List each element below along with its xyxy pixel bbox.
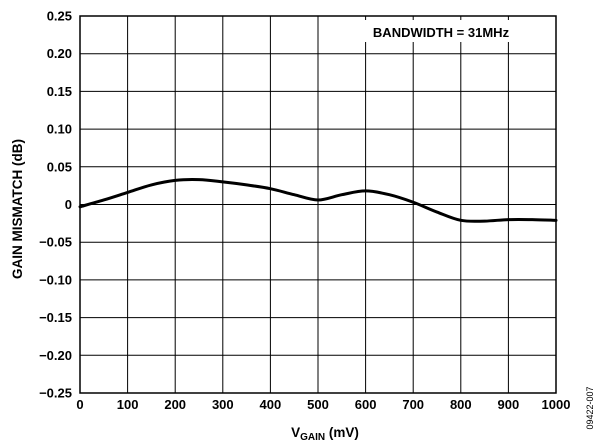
x-tick-labels: 0 100 200 300 400 500 600 700 800 900 1000	[76, 397, 570, 412]
y-tick-label: 0.05	[47, 159, 72, 174]
x-tick-label: 0	[76, 397, 83, 412]
y-tick-label: 0.15	[47, 84, 72, 99]
gain-mismatch-curve	[78, 178, 558, 223]
x-tick-label: 400	[260, 397, 282, 412]
y-axis-title: GAIN MISMATCH (dB)	[10, 139, 25, 279]
y-tick-label: 0.20	[47, 46, 72, 61]
x-tick-label: 100	[117, 397, 139, 412]
grid	[79, 15, 557, 394]
annotation-box	[353, 20, 533, 42]
bandwidth-annotation: BANDWIDTH = 31MHz	[373, 25, 510, 40]
x-tick-label: 600	[355, 397, 377, 412]
series-group	[78, 178, 558, 223]
plot-frame	[79, 15, 557, 394]
y-tick-label: −0.05	[39, 235, 72, 250]
y-tick-label: −0.20	[39, 348, 72, 363]
y-tick-label: 0.25	[47, 9, 72, 24]
y-tick-label: −0.10	[39, 272, 72, 287]
figure-id-label: 09422-007	[585, 386, 595, 429]
y-tick-label: −0.25	[39, 386, 72, 401]
y-tick-label: 0	[65, 197, 72, 212]
x-tick-label: 1000	[542, 397, 571, 412]
x-tick-label: 300	[212, 397, 234, 412]
y-tick-label: −0.15	[39, 310, 72, 325]
x-axis-title: VGAIN (mV)	[291, 425, 359, 443]
y-tick-label: 0.10	[47, 122, 72, 137]
x-tick-label: 200	[164, 397, 186, 412]
x-tick-label: 800	[450, 397, 472, 412]
x-axis-title-unit: (mV)	[325, 425, 359, 440]
x-tick-label: 500	[307, 397, 329, 412]
x-axis-title-main: V	[291, 425, 300, 440]
y-tick-labels: 0.25 0.20 0.15 0.10 0.05 0 −0.05 −0.10 −0.15 −0.2…	[39, 9, 72, 401]
x-tick-label: 900	[498, 397, 520, 412]
x-axis-title-subscript: GAIN	[300, 432, 325, 443]
x-tick-label: 700	[402, 397, 424, 412]
